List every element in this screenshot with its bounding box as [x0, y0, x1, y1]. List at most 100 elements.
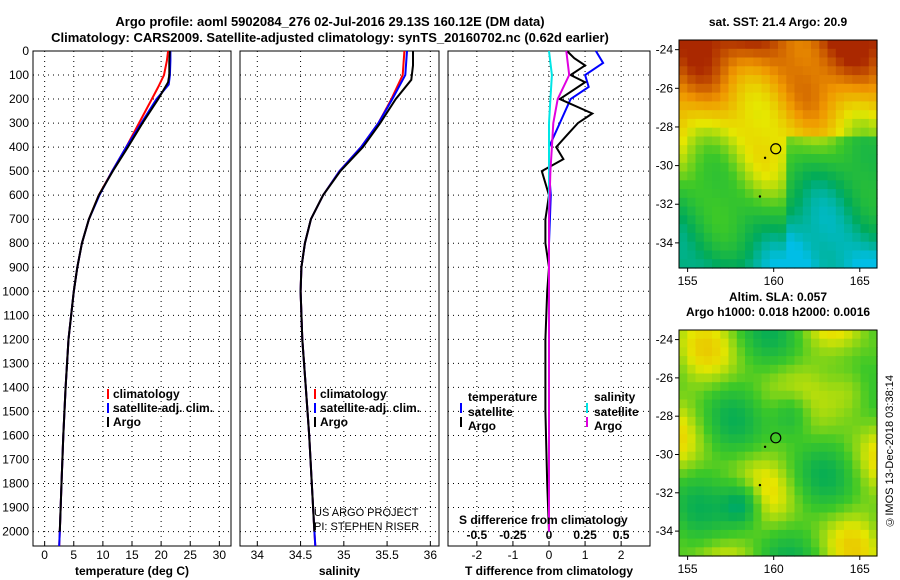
map-cell: [811, 382, 820, 392]
map-cell: [703, 197, 713, 208]
map-cell: [761, 57, 771, 67]
map-cell: [852, 495, 862, 505]
x-axis-label: T difference from climatology: [465, 564, 633, 578]
map-cell: [761, 127, 771, 138]
map-cell: [720, 118, 730, 129]
map-cell: [778, 477, 787, 488]
map-cell: [794, 469, 804, 479]
map-cell: [720, 469, 730, 479]
map-cell: [844, 434, 853, 444]
map-cell: [720, 425, 730, 435]
map-cell: [687, 154, 697, 164]
map-cell: [778, 416, 787, 427]
map-cell: [778, 75, 787, 85]
map-cell: [835, 338, 845, 348]
map-cell: [827, 259, 837, 269]
map-cell: [728, 206, 738, 216]
map-cell: [736, 373, 746, 383]
map-cell: [736, 40, 746, 50]
map-cell: [703, 547, 713, 557]
map-cell: [712, 547, 721, 557]
map-cell: [753, 338, 763, 348]
map-cell: [695, 469, 705, 479]
map-cell: [769, 110, 779, 120]
map-cell: [802, 250, 812, 260]
series-argo: [58, 50, 171, 532]
map-cell: [794, 425, 804, 435]
map-cell: [819, 451, 829, 461]
map-cell: [786, 460, 796, 470]
map-cell: [827, 477, 837, 488]
map-cell: [852, 145, 862, 155]
map-cell: [786, 503, 796, 514]
map-cell: [695, 48, 705, 59]
depth-tick-label: 900: [9, 260, 29, 274]
map-cell: [703, 215, 713, 225]
map-cell: [761, 390, 771, 401]
map-cell: [687, 451, 697, 461]
map-cell: [679, 83, 688, 94]
map-cell: [761, 547, 771, 557]
map-cell: [786, 40, 796, 50]
map-cell: [695, 215, 705, 225]
map-cell: [868, 469, 878, 479]
map-cell: [728, 503, 738, 514]
map-cell: [679, 416, 688, 427]
map-cell: [860, 364, 870, 375]
map-cell: [852, 197, 862, 208]
map-cell: [786, 443, 796, 453]
map-cell: [687, 136, 697, 146]
map-cell: [811, 40, 820, 50]
map-cell: [778, 503, 787, 514]
map-cell: [819, 416, 829, 427]
map-cell: [844, 66, 853, 76]
map-cell: [802, 416, 812, 427]
map-cell: [786, 66, 796, 76]
float-position-marker: [770, 143, 782, 155]
map-cell: [835, 189, 845, 199]
map-cell: [844, 451, 853, 461]
map-cell: [811, 529, 820, 540]
map-cell: [794, 250, 804, 260]
map-frame: [678, 329, 878, 557]
map-cell: [712, 382, 721, 392]
sst-map-title: sat. SST: 21.4 Argo: 20.9: [709, 15, 848, 29]
x-tick-label: -2: [472, 548, 483, 562]
map-cell: [720, 189, 730, 199]
map-cell: [835, 171, 845, 181]
map-cell: [844, 373, 853, 383]
map-cell: [835, 83, 845, 94]
x-tick-label: 34: [251, 548, 265, 562]
map-cell: [835, 382, 845, 392]
series-argo: [299, 51, 414, 532]
map-cell: [728, 390, 738, 401]
map-cell: [786, 180, 796, 190]
map-cell: [703, 390, 713, 401]
map-cell: [868, 189, 878, 199]
map-cell: [687, 259, 697, 269]
map-cell: [860, 75, 870, 85]
map-cell: [811, 180, 820, 190]
map-cell: [868, 83, 878, 94]
x-tick-label: 5: [70, 548, 77, 562]
map-cell: [844, 469, 853, 479]
map-cell: [679, 347, 688, 357]
map-cell: [703, 241, 713, 252]
map-cell: [753, 330, 763, 340]
map-cell: [811, 538, 820, 548]
depth-tick-label: 1700: [2, 452, 29, 466]
map-cell: [778, 495, 787, 505]
map-cell: [736, 250, 746, 260]
map-cell: [860, 110, 870, 120]
map-cell: [679, 451, 688, 461]
map-cell: [811, 162, 820, 173]
map-cell: [703, 486, 713, 496]
diff-legend-s-argo: Argo: [594, 419, 622, 433]
map-cell: [703, 206, 713, 216]
map-cell: [811, 66, 820, 76]
map-cell: [769, 390, 779, 401]
map-cell: [778, 529, 787, 540]
map-cell: [778, 171, 787, 181]
map-cell: [761, 241, 771, 252]
map-cell: [728, 197, 738, 208]
